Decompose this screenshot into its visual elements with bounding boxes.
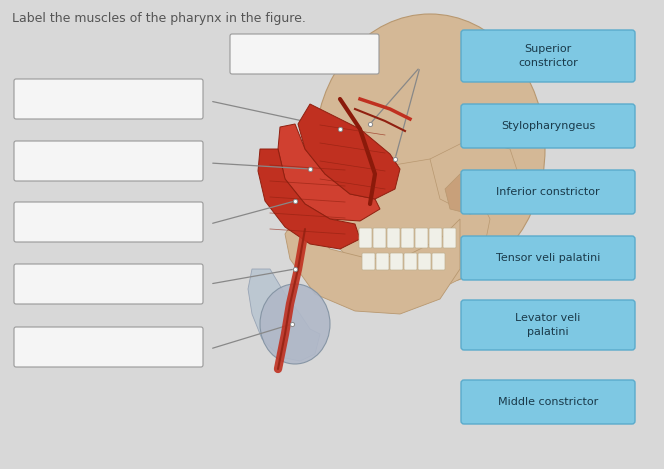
FancyBboxPatch shape xyxy=(418,253,431,270)
FancyBboxPatch shape xyxy=(461,30,635,82)
FancyBboxPatch shape xyxy=(390,253,403,270)
Text: Superior
constrictor: Superior constrictor xyxy=(518,45,578,68)
FancyBboxPatch shape xyxy=(443,228,456,248)
FancyBboxPatch shape xyxy=(461,380,635,424)
FancyBboxPatch shape xyxy=(461,104,635,148)
FancyBboxPatch shape xyxy=(14,202,203,242)
Text: Label the muscles of the pharynx in the figure.: Label the muscles of the pharynx in the … xyxy=(12,12,306,25)
Text: Inferior constrictor: Inferior constrictor xyxy=(496,187,600,197)
FancyBboxPatch shape xyxy=(230,34,379,74)
FancyBboxPatch shape xyxy=(14,79,203,119)
FancyBboxPatch shape xyxy=(14,327,203,367)
Text: Levator veli
palatini: Levator veli palatini xyxy=(515,313,581,337)
Text: Stylopharyngeus: Stylopharyngeus xyxy=(501,121,595,131)
FancyBboxPatch shape xyxy=(404,253,417,270)
FancyBboxPatch shape xyxy=(387,228,400,248)
FancyBboxPatch shape xyxy=(376,253,389,270)
FancyBboxPatch shape xyxy=(14,141,203,181)
Text: Middle constrictor: Middle constrictor xyxy=(498,397,598,407)
Polygon shape xyxy=(310,159,490,289)
Polygon shape xyxy=(285,219,460,314)
FancyBboxPatch shape xyxy=(373,228,386,248)
Polygon shape xyxy=(278,124,380,221)
FancyBboxPatch shape xyxy=(14,264,203,304)
Polygon shape xyxy=(430,139,520,214)
Polygon shape xyxy=(258,149,360,249)
Ellipse shape xyxy=(260,284,330,364)
FancyBboxPatch shape xyxy=(429,228,442,248)
FancyBboxPatch shape xyxy=(461,300,635,350)
Ellipse shape xyxy=(315,14,545,284)
Polygon shape xyxy=(298,104,400,199)
FancyBboxPatch shape xyxy=(401,228,414,248)
Polygon shape xyxy=(248,269,320,361)
Text: Tensor veli palatini: Tensor veli palatini xyxy=(496,253,600,263)
FancyBboxPatch shape xyxy=(461,236,635,280)
FancyBboxPatch shape xyxy=(432,253,445,270)
Polygon shape xyxy=(445,174,495,214)
FancyBboxPatch shape xyxy=(359,228,372,248)
FancyBboxPatch shape xyxy=(415,228,428,248)
FancyBboxPatch shape xyxy=(362,253,375,270)
FancyBboxPatch shape xyxy=(461,170,635,214)
